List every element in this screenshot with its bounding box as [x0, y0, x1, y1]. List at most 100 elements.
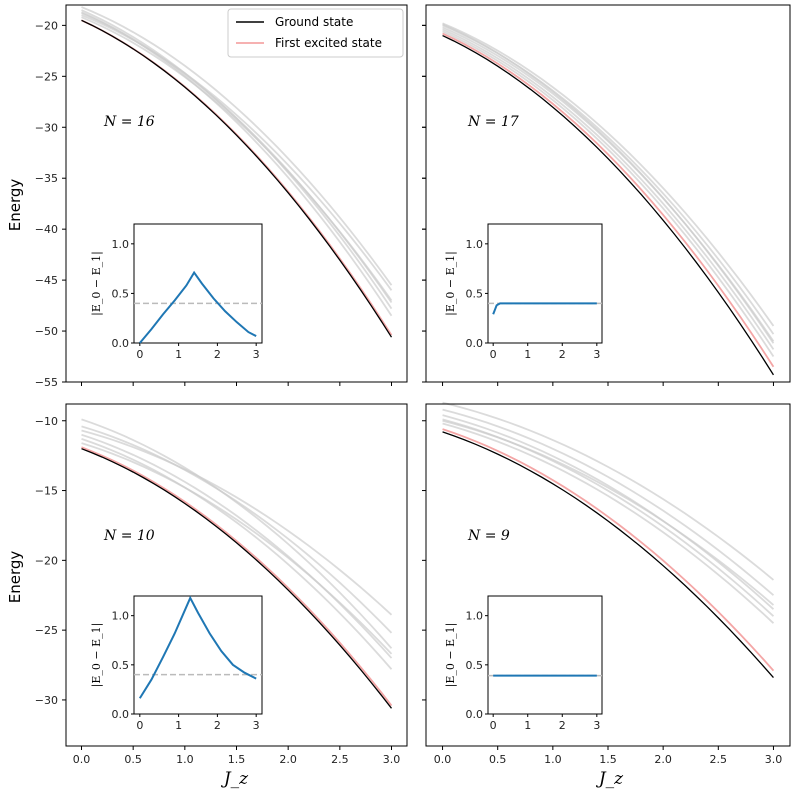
inset-x-tick-label: 1 — [175, 348, 182, 361]
inset-x-tick-label: 0 — [136, 719, 143, 732]
inset-y-tick-label: 1.0 — [466, 238, 484, 251]
x-tick-label: 2.5 — [331, 753, 349, 766]
x-tick-label: 1.0 — [544, 753, 562, 766]
higher-state-line-3 — [442, 414, 775, 610]
higher-state-line-6 — [81, 442, 393, 655]
inset-x-tick-label: 2 — [214, 348, 221, 361]
x-tick-label: 0.5 — [124, 753, 142, 766]
y-tick-label: −20 — [35, 554, 58, 567]
inset-y-tick-label: 0.0 — [112, 337, 130, 350]
inset-y-tick-label: 0.0 — [466, 708, 484, 721]
y-tick-label: −45 — [35, 274, 58, 287]
inset-frame — [133, 223, 263, 344]
higher-state-line-3 — [81, 429, 393, 616]
inset-y-tick-label: 0.0 — [466, 337, 484, 350]
system-size-label: N = 10 — [103, 528, 155, 544]
inset-x-tick-label: 3 — [253, 348, 260, 361]
higher-state-line-4 — [81, 6, 393, 286]
inset-x-tick-label: 2 — [214, 719, 221, 732]
inset-x-tick-label: 3 — [593, 348, 600, 361]
y-tick-label: −30 — [35, 121, 58, 134]
y-tick-label: −40 — [35, 223, 58, 236]
higher-state-line-1 — [442, 22, 775, 327]
y-tick-label: −30 — [35, 694, 58, 707]
gap-inset: 0 1 2 3 0.0 0.5 1.0 |E_0 − E_1| — [444, 595, 603, 732]
inset-y-tick-label: 1.0 — [466, 610, 484, 623]
system-size-label: N = 9 — [467, 528, 510, 544]
y-tick-label: −50 — [35, 325, 58, 338]
y-tick-label: −20 — [35, 19, 58, 32]
legend: Ground state First excited state — [227, 8, 404, 58]
inset-y-axis-label: |E_0 − E_1| — [444, 623, 458, 688]
higher-state-line-1 — [81, 418, 393, 649]
x-axis-label: J_z — [221, 769, 249, 789]
higher-state-line-5 — [442, 422, 775, 624]
system-size-label: N = 17 — [467, 114, 519, 130]
x-tick-label: 1.5 — [599, 753, 617, 766]
y-tick-label: −25 — [35, 624, 58, 637]
higher-state-line-4 — [442, 28, 775, 350]
inset-y-tick-label: 0.5 — [112, 287, 130, 300]
energy-gap-line — [139, 270, 257, 344]
gap-inset: 0 1 2 3 0.0 0.5 1.0 |E_0 − E_1| — [90, 595, 263, 732]
ground-state-line — [442, 431, 774, 679]
x-axis-label: J_z — [596, 769, 624, 789]
x-tick-label: 0.5 — [489, 753, 507, 766]
x-tick-label: 1.5 — [228, 753, 246, 766]
x-tick-label: 0.0 — [73, 753, 91, 766]
y-axis-label-top: Energy — [6, 179, 24, 232]
x-tick-label: 0.0 — [434, 753, 452, 766]
higher-state-line-5 — [81, 11, 393, 317]
first-excited-state-line — [81, 446, 393, 707]
y-tick-label: −35 — [35, 172, 58, 185]
y-tick-label: −15 — [35, 485, 58, 498]
inset-x-tick-label: 2 — [559, 348, 566, 361]
y-tick-label: −55 — [35, 376, 58, 389]
panel-lines — [442, 22, 775, 376]
inset-y-axis-label: |E_0 − E_1| — [90, 251, 104, 316]
panel-2: N = 17 0 1 2 3 0.0 0.5 1.0 |E_0 − E_1| — [422, 4, 791, 386]
inset-y-axis-label: |E_0 − E_1| — [90, 623, 104, 688]
inset-frame — [487, 223, 603, 344]
x-tick-label: 2.0 — [279, 753, 297, 766]
gap-inset: 0 1 2 3 0.0 0.5 1.0 |E_0 − E_1| — [90, 223, 263, 361]
x-tick-label: 2.0 — [654, 753, 672, 766]
inset-frame — [487, 595, 603, 715]
gap-inset: 0 1 2 3 0.0 0.5 1.0 |E_0 − E_1| — [444, 223, 603, 361]
inset-y-tick-label: 0.5 — [466, 659, 484, 672]
system-size-label: N = 16 — [103, 114, 155, 130]
inset-x-tick-label: 2 — [559, 719, 566, 732]
energy-gap-line — [492, 302, 597, 315]
inset-x-tick-label: 0 — [490, 348, 497, 361]
y-tick-label: −25 — [35, 70, 58, 83]
inset-frame — [133, 595, 263, 715]
panel-lines — [442, 401, 775, 679]
ground-state-line — [81, 19, 393, 338]
legend-box — [227, 8, 404, 58]
higher-state-line-6 — [81, 16, 393, 302]
ground-state-line — [81, 448, 393, 709]
legend-entry-label: First excited state — [275, 36, 382, 50]
inset-x-tick-label: 1 — [524, 719, 531, 732]
inset-y-tick-label: 1.0 — [112, 238, 130, 251]
higher-state-line-6 — [442, 419, 775, 606]
higher-state-line-6 — [442, 23, 775, 344]
inset-x-tick-label: 1 — [175, 719, 182, 732]
higher-state-line-1 — [442, 401, 775, 581]
inset-x-tick-label: 0 — [490, 719, 497, 732]
inset-y-tick-label: 0.0 — [112, 708, 130, 721]
inset-x-tick-label: 1 — [524, 348, 531, 361]
panel-4: 0.0 0.5 1.0 1.5 2.0 2.5 3.0 N = 9 0 1 2 3 0.0 0.5 1.0 |… — [422, 401, 791, 766]
higher-state-line-5 — [81, 438, 393, 670]
higher-state-line-5 — [442, 30, 775, 358]
y-tick-label: −10 — [35, 415, 58, 428]
panels: −20 −25 −30 −35 −40 −45 −50 −55 N = 16 0 1 2 3 0.0 0.5… — [35, 4, 791, 766]
first-excited-state-line — [442, 32, 775, 368]
y-axis-label-bottom: Energy — [6, 551, 24, 604]
panel-1: −20 −25 −30 −35 −40 −45 −50 −55 N = 16 0 1 2 3 0.0 0.5… — [35, 4, 408, 389]
inset-x-tick-label: 3 — [253, 719, 260, 732]
ground-state-line — [442, 34, 774, 376]
energy-gap-line — [138, 595, 257, 699]
higher-state-line-2 — [81, 425, 393, 634]
inset-y-axis-label: |E_0 − E_1| — [444, 251, 458, 316]
